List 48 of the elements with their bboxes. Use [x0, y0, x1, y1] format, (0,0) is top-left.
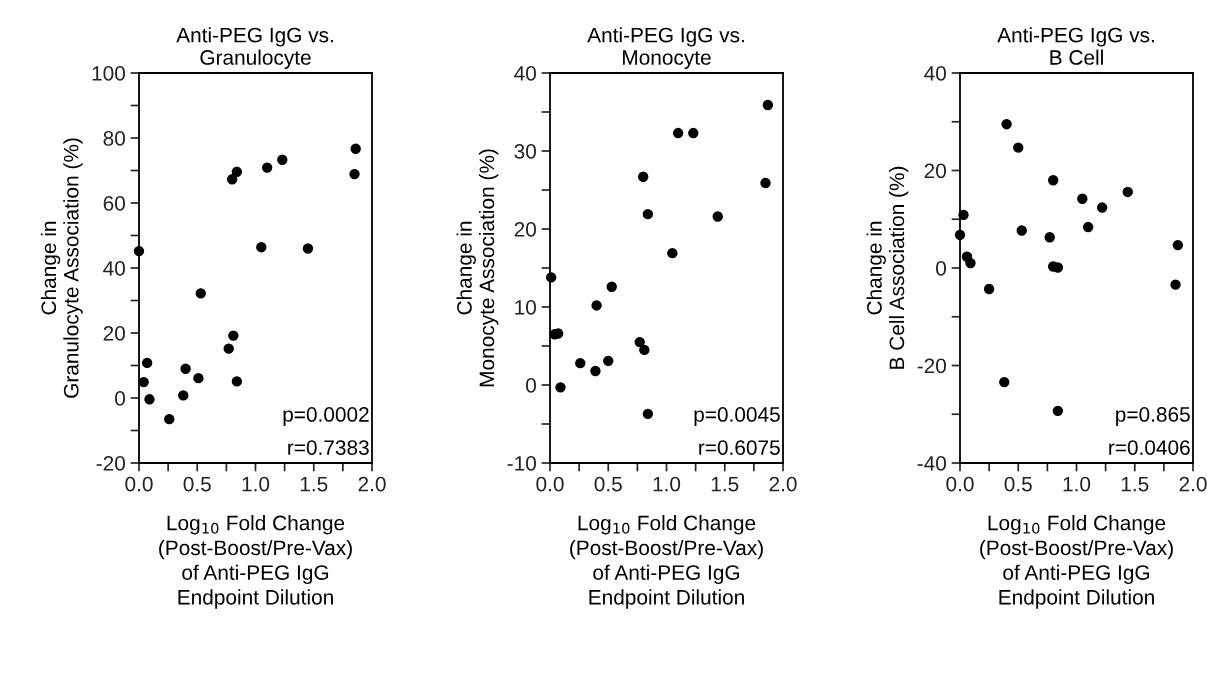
chart-title: Anti-PEG IgG vs. Monocyte	[587, 27, 744, 69]
chart-title: Anti-PEG IgG vs. B Cell	[997, 27, 1154, 65]
annotation: p=0.0045	[694, 407, 780, 426]
y-axis-title: Change in Monocyte Association (%)	[456, 149, 499, 387]
x-tick-label: 2.0	[769, 476, 797, 492]
y-tick-label: 0	[115, 391, 125, 406]
x-axis-title: Log$_{10}$ Fold Change (Post-Boost/Pre-Vax) of Anti-PEG IgG Endpoint Dilution	[159, 515, 352, 609]
y-tick-label: 20	[924, 163, 946, 179]
annotation: r=0.0406	[1109, 440, 1190, 455]
x-axis-title: Log$_{10}$ Fold Change (Post-Boost/Pre-Vax) of Anti-PEG IgG Endpoint Dilution	[570, 515, 763, 609]
annotation: r=0.6075	[699, 440, 780, 455]
x-tick-label: 1.0	[653, 476, 681, 492]
y-tick-label: 0	[936, 261, 946, 276]
x-tick-label: 0.0	[536, 476, 564, 492]
annotation: r=0.7383	[288, 440, 369, 455]
x-tick-label: 0.0	[125, 476, 153, 492]
y-tick-label: -20	[96, 456, 125, 471]
y-tick-label: -10	[507, 456, 536, 471]
x-tick-label: 1.0	[242, 476, 270, 492]
y-tick-label: 40	[924, 66, 946, 81]
y-tick-label: 40	[103, 261, 125, 276]
y-tick-label: 10	[515, 300, 536, 315]
y-axis-title: Change in Granulocyte Association (%)	[40, 138, 83, 398]
y-tick-label: 60	[103, 196, 125, 211]
x-tick-label: 1.0	[1063, 476, 1091, 492]
x-tick-label: 1.5	[300, 476, 328, 492]
y-axis-title: Change in B Cell Association (%)	[866, 166, 909, 369]
y-tick-label: 0	[526, 378, 536, 393]
y-tick-label: -40	[917, 456, 946, 471]
x-tick-label: 0.5	[1004, 476, 1032, 492]
y-tick-label: 80	[103, 131, 125, 146]
y-tick-label: 100	[92, 66, 125, 81]
x-tick-label: 2.0	[358, 476, 386, 492]
y-tick-label: 20	[514, 222, 536, 237]
y-tick-label: 20	[103, 326, 125, 341]
y-tick-label: 30	[514, 144, 536, 159]
y-tick-label: 40	[514, 66, 536, 81]
x-tick-label: 2.0	[1179, 476, 1207, 492]
x-axis-title: Log$_{10}$ Fold Change (Post-Boost/Pre-Vax) of Anti-PEG IgG Endpoint Dilution	[980, 515, 1173, 609]
chart-title: Anti-PEG IgG vs. Granulocyte	[176, 27, 333, 69]
annotation: p=0.865	[1116, 407, 1190, 426]
x-tick-label: 0.5	[183, 476, 211, 492]
x-tick-label: 0.0	[946, 476, 974, 492]
y-tick-label: -20	[917, 358, 946, 374]
annotation: p=0.0002	[283, 407, 369, 426]
x-tick-label: 1.5	[711, 476, 739, 492]
x-tick-label: 1.5	[1121, 476, 1149, 492]
x-tick-label: 0.5	[594, 476, 622, 492]
